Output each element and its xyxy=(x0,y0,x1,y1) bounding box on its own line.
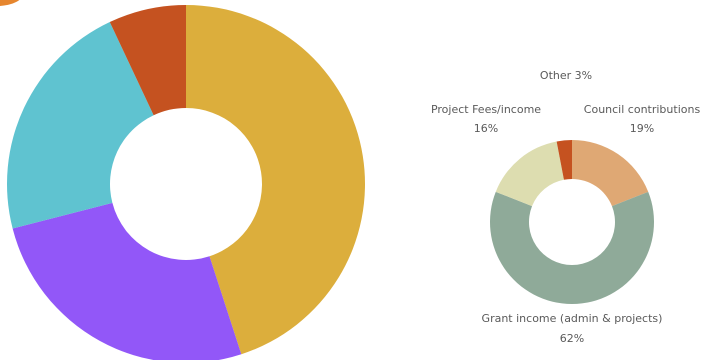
label-grant-name: Grant income (admin & projects) xyxy=(482,312,663,325)
small-donut-slice-2 xyxy=(490,191,655,304)
label-council-value: 19% xyxy=(630,122,654,135)
donut-chart-small xyxy=(490,140,655,304)
large-donut-slice-3 xyxy=(6,22,154,229)
small-donut-slice-4 xyxy=(556,140,572,180)
label-other: Other 3% xyxy=(540,69,592,82)
small-donut-slice-1 xyxy=(572,140,649,207)
large-donut-slice-1 xyxy=(186,5,365,355)
large-donut-slice-4 xyxy=(109,5,186,116)
label-council-name: Council contributions xyxy=(584,103,701,116)
label-project-fees-name: Project Fees/income xyxy=(431,103,541,116)
small-donut-slice-3 xyxy=(495,141,564,207)
donut-chart-large xyxy=(6,5,365,360)
large-donut-slice-2 xyxy=(12,202,242,360)
label-grant-value: 62% xyxy=(560,332,584,345)
label-project-fees-value: 16% xyxy=(474,122,498,135)
header-logo-mark xyxy=(0,0,20,6)
